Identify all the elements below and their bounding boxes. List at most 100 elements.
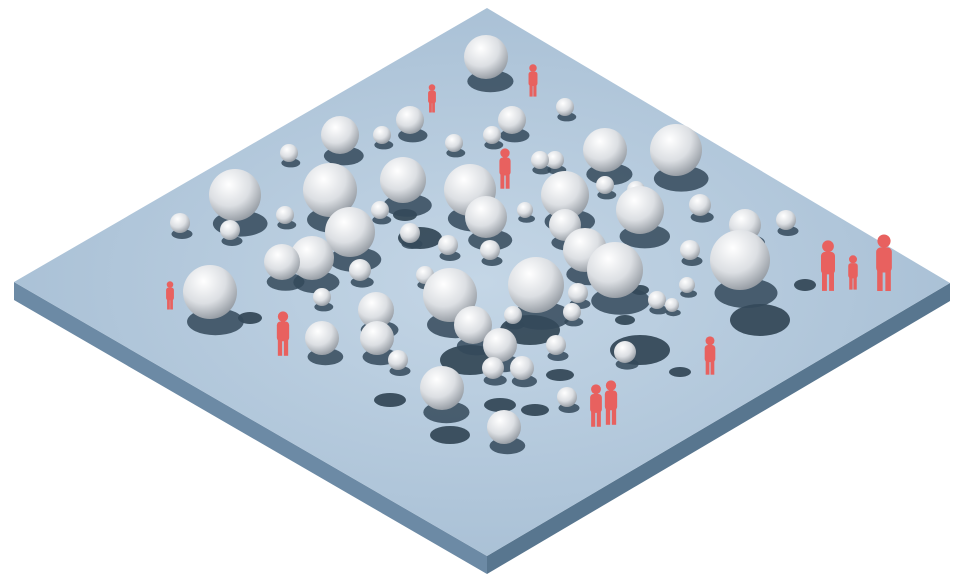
person-leg xyxy=(853,276,857,290)
platform-left-side xyxy=(14,282,487,574)
hole xyxy=(430,426,470,444)
person-head xyxy=(277,311,289,322)
sphere xyxy=(420,366,464,410)
sphere xyxy=(454,306,492,344)
person-leg xyxy=(283,339,289,356)
person-head xyxy=(705,336,715,346)
person-leg xyxy=(429,101,432,113)
person-leg xyxy=(500,173,505,189)
platform-right-side xyxy=(487,283,950,574)
hole xyxy=(484,398,516,412)
sphere xyxy=(508,257,564,313)
sphere xyxy=(557,387,577,407)
sphere xyxy=(583,128,627,172)
sphere xyxy=(648,291,666,309)
person-head xyxy=(529,64,537,72)
person-leg xyxy=(505,173,510,189)
sphere xyxy=(183,265,237,319)
person-leg xyxy=(596,410,601,427)
sphere xyxy=(276,206,294,224)
person-leg xyxy=(170,298,173,310)
person-leg xyxy=(829,271,834,291)
person-body xyxy=(704,345,716,363)
sphere xyxy=(680,240,700,260)
hole xyxy=(615,315,635,325)
sphere xyxy=(396,106,424,134)
sphere xyxy=(650,124,702,176)
person-leg xyxy=(533,84,537,97)
person-leg xyxy=(277,339,283,356)
sphere xyxy=(220,220,240,240)
hole xyxy=(546,369,574,381)
sphere xyxy=(349,259,371,281)
sphere xyxy=(264,244,300,280)
person-leg xyxy=(432,101,435,113)
platform-top xyxy=(14,8,950,556)
sphere xyxy=(665,298,679,312)
person-head xyxy=(877,234,891,248)
person xyxy=(876,234,892,292)
person-leg xyxy=(591,410,596,427)
sphere xyxy=(531,151,549,169)
sphere xyxy=(498,106,526,134)
person xyxy=(276,311,290,356)
people xyxy=(166,64,892,427)
sphere xyxy=(465,196,507,238)
sphere xyxy=(423,268,477,322)
person-leg xyxy=(877,269,883,292)
person-head xyxy=(849,255,857,264)
hole xyxy=(521,404,549,416)
sphere xyxy=(776,210,796,230)
sphere xyxy=(504,306,522,324)
sphere xyxy=(371,201,389,219)
sphere xyxy=(325,207,375,257)
sphere xyxy=(445,134,463,152)
sphere xyxy=(541,171,589,219)
person-head xyxy=(500,148,510,158)
sphere xyxy=(483,328,517,362)
person xyxy=(704,336,716,375)
person xyxy=(848,255,858,290)
hole xyxy=(730,304,790,336)
sphere xyxy=(358,292,394,328)
sphere xyxy=(170,213,190,233)
person xyxy=(604,380,618,425)
spheres xyxy=(170,35,796,444)
sphere xyxy=(464,35,508,79)
person-body xyxy=(590,393,602,413)
person xyxy=(528,64,538,97)
person-head xyxy=(166,281,174,288)
sphere xyxy=(556,98,574,116)
sphere xyxy=(400,223,420,243)
sphere xyxy=(487,410,521,444)
person-leg xyxy=(529,84,533,97)
person-leg xyxy=(849,276,853,290)
person-body xyxy=(166,287,174,301)
person-body xyxy=(821,251,835,275)
person-leg xyxy=(605,408,611,425)
sphere xyxy=(290,236,334,280)
sphere xyxy=(482,357,504,379)
person-body xyxy=(848,263,858,279)
sphere xyxy=(546,151,564,169)
sphere xyxy=(679,277,695,293)
person-body xyxy=(604,390,618,411)
person xyxy=(499,148,511,189)
sphere xyxy=(510,356,534,380)
sphere xyxy=(483,126,501,144)
sphere xyxy=(563,303,581,321)
sphere xyxy=(209,169,261,221)
sphere xyxy=(568,283,588,303)
sphere xyxy=(587,242,643,298)
person xyxy=(428,84,436,113)
sphere xyxy=(305,321,339,355)
person-leg xyxy=(822,271,827,291)
person-body xyxy=(528,71,538,87)
person-body xyxy=(876,247,892,273)
hole xyxy=(794,279,816,291)
person-body xyxy=(499,157,511,176)
hole xyxy=(374,393,406,407)
